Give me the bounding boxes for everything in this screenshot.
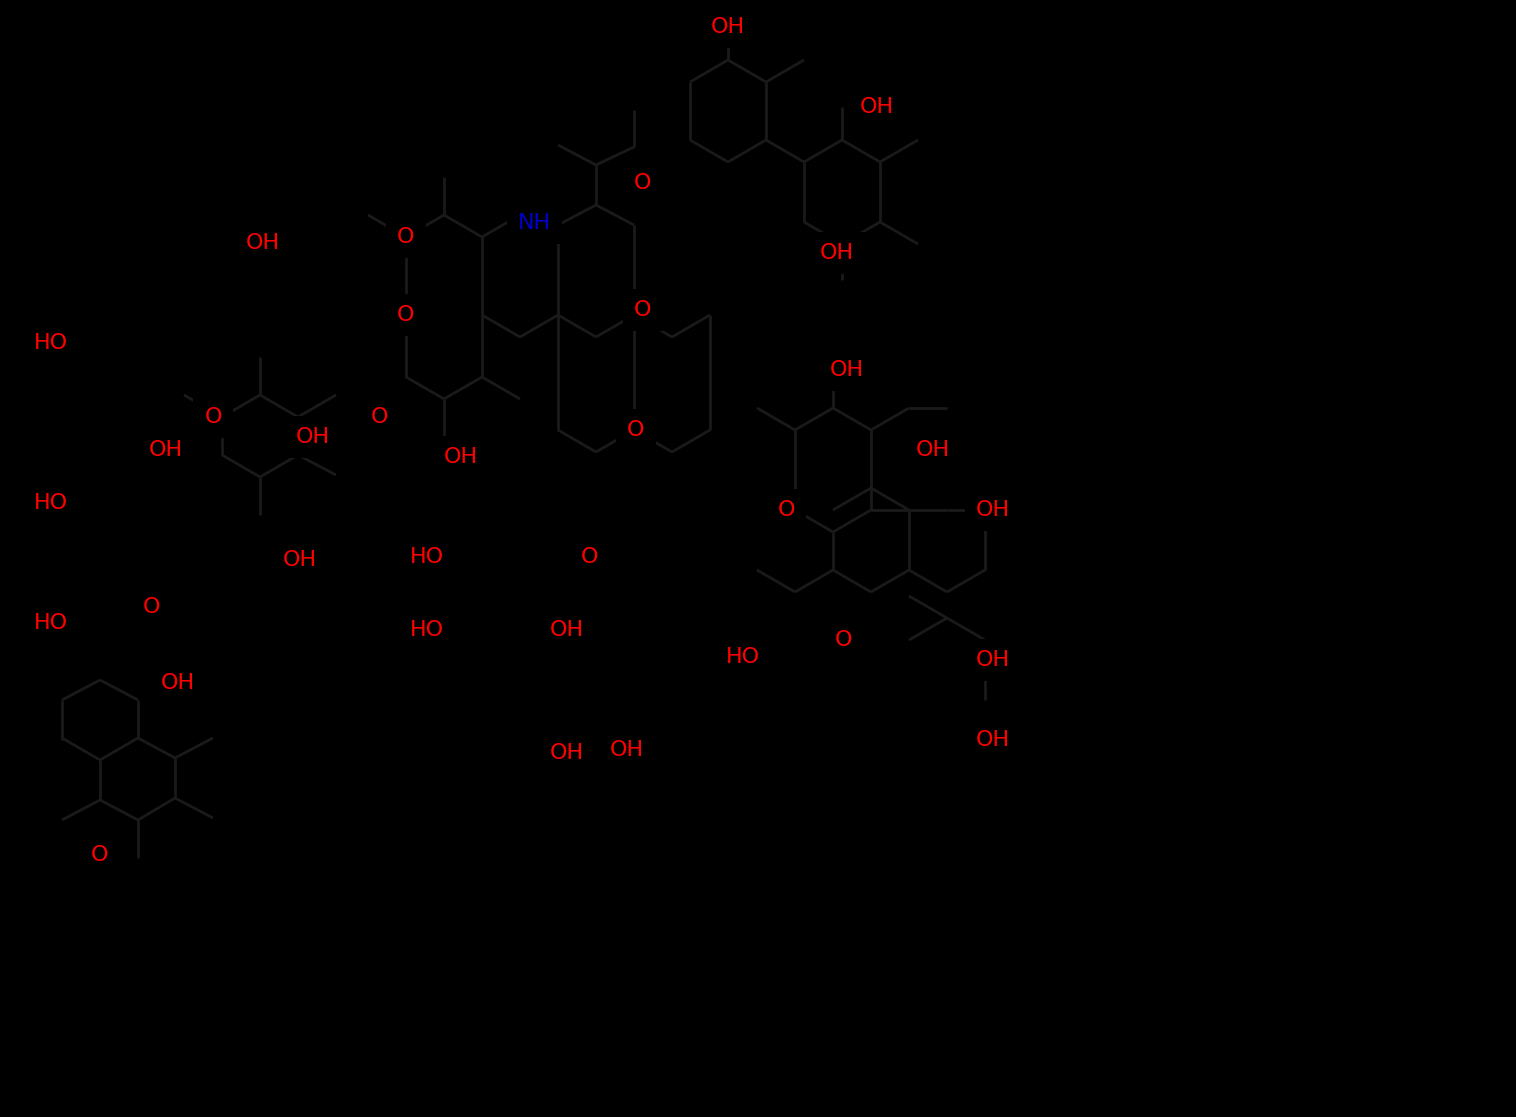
Text: HO: HO — [33, 613, 68, 633]
Text: O: O — [143, 596, 161, 617]
Text: OH: OH — [976, 500, 1010, 521]
Text: OH: OH — [246, 233, 280, 252]
Text: OH: OH — [829, 360, 864, 380]
Text: OH: OH — [283, 550, 317, 570]
Text: OH: OH — [149, 440, 183, 460]
Text: OH: OH — [550, 743, 584, 763]
Text: O: O — [778, 500, 794, 521]
Text: OH: OH — [609, 739, 644, 760]
Text: OH: OH — [820, 244, 854, 262]
Text: OH: OH — [916, 440, 951, 460]
Text: O: O — [397, 305, 415, 325]
Text: HO: HO — [33, 493, 68, 513]
Text: O: O — [397, 227, 415, 247]
Text: OH: OH — [161, 674, 196, 693]
Text: O: O — [628, 420, 644, 440]
Text: HO: HO — [409, 620, 444, 640]
Text: O: O — [91, 844, 109, 865]
Text: OH: OH — [711, 17, 744, 37]
Text: OH: OH — [296, 427, 330, 447]
Text: OH: OH — [620, 739, 653, 760]
Text: O: O — [205, 407, 221, 427]
Text: O: O — [581, 547, 599, 567]
Text: HO: HO — [33, 333, 68, 353]
Text: O: O — [371, 407, 388, 427]
Text: OH: OH — [976, 731, 1010, 750]
Text: OH: OH — [976, 650, 1010, 670]
Text: O: O — [634, 173, 652, 193]
Text: HO: HO — [409, 547, 444, 567]
Text: O: O — [634, 300, 652, 319]
Text: O: O — [834, 630, 852, 650]
Text: OH: OH — [550, 620, 584, 640]
Text: OH: OH — [444, 447, 478, 467]
Text: HO: HO — [726, 647, 760, 667]
Text: NH: NH — [518, 213, 550, 233]
Text: OH: OH — [860, 97, 894, 117]
